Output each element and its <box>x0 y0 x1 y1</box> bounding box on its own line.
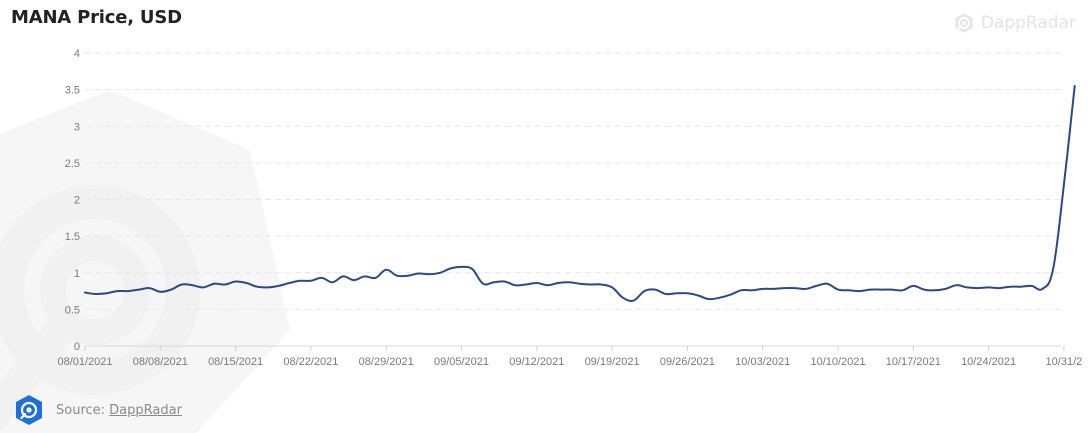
dappradar-badge-icon <box>16 395 42 425</box>
source-label: Source: <box>56 402 106 418</box>
y-tick-label: 3 <box>74 121 80 133</box>
y-tick-label: 3.5 <box>65 85 80 97</box>
y-tick-label: 1.5 <box>65 231 80 243</box>
y-tick-label: 2 <box>74 195 80 207</box>
chart-title: MANA Price, USD <box>11 7 182 28</box>
x-tick-label: 10/24/2021 <box>961 356 1016 368</box>
x-tick-label: 10/10/2021 <box>810 356 865 368</box>
y-tick-label: 2.5 <box>65 158 80 170</box>
x-tick-label: 08/22/2021 <box>283 356 338 368</box>
y-tick-label: 1 <box>74 268 80 280</box>
x-tick-label: 08/29/2021 <box>359 356 414 368</box>
x-tick-label: 09/26/2021 <box>660 356 715 368</box>
x-tick-label: 10/03/2021 <box>735 356 790 368</box>
x-tick-label: 10/17/2021 <box>886 356 941 368</box>
brand-name: DappRadar <box>980 13 1076 33</box>
x-tick-label: 08/15/2021 <box>208 356 263 368</box>
x-tick-label: 09/19/2021 <box>585 356 640 368</box>
x-tick-label: 10/31/2 <box>1046 356 1083 368</box>
x-tick-label: 09/12/2021 <box>509 356 564 368</box>
x-tick-label: 08/08/2021 <box>133 356 188 368</box>
brand-watermark: DappRadar <box>953 12 1076 34</box>
x-tick-label: 09/05/2021 <box>434 356 489 368</box>
dappradar-logo-icon <box>955 13 973 33</box>
y-tick-label: 0.5 <box>65 304 80 316</box>
y-tick-label: 0 <box>74 341 80 353</box>
price-series-line <box>84 85 1076 302</box>
source-attribution: Source: DappRadar <box>12 393 182 427</box>
x-tick-label: 08/01/2021 <box>57 356 112 368</box>
source-link[interactable]: DappRadar <box>109 402 182 418</box>
y-tick-label: 4 <box>74 48 80 60</box>
